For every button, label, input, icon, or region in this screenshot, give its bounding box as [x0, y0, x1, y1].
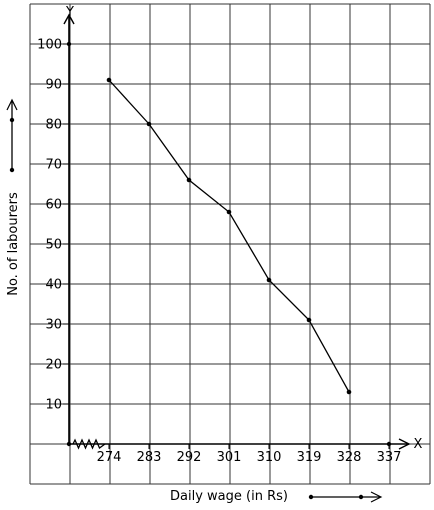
data-point — [306, 317, 312, 323]
y-direction-dot — [9, 167, 15, 173]
x-direction-dot — [308, 494, 314, 500]
axis-break-zigzag — [72, 438, 106, 450]
chart-axes: 10 20 30 40 50 60 70 80 90 100 274 283 292 301 310 319 3… — [37, 13, 411, 465]
y-tick-label: 80 — [45, 118, 62, 133]
data-point — [106, 77, 112, 83]
x-tick-label: 328 — [337, 450, 362, 465]
data-point — [346, 389, 352, 395]
x-direction-dot — [358, 494, 364, 500]
y-tick-label: 30 — [45, 318, 62, 333]
series-line — [108, 79, 350, 393]
data-point — [186, 177, 192, 183]
direction-arrows — [6, 98, 383, 503]
y-tick-label: 90 — [45, 78, 62, 93]
y-axis-arrowhead — [63, 13, 75, 25]
y-tick-label: 20 — [45, 358, 62, 373]
y-tick-label: 60 — [45, 198, 62, 213]
x-tick-label: 301 — [217, 450, 242, 465]
origin-point — [66, 441, 72, 447]
x-axis-arrowhead — [398, 438, 411, 450]
x-tick-label: 292 — [177, 450, 202, 465]
x-axis-title: Daily wage (in Rs) — [170, 489, 288, 504]
y-axis-top-point — [66, 41, 72, 47]
y-direction-dot — [9, 117, 15, 123]
x-axis-letter: X — [414, 437, 423, 452]
data-point — [146, 121, 152, 127]
y-tick-label: 40 — [45, 278, 62, 293]
y-direction-arrowhead — [6, 98, 18, 111]
data-series — [106, 77, 352, 395]
y-tick-label: 10 — [45, 398, 62, 413]
y-tick-label: 70 — [45, 158, 62, 173]
x-tick-label: 283 — [137, 450, 162, 465]
chart-grid — [29, 3, 431, 485]
y-tick-label: 50 — [45, 238, 62, 253]
x-tick-label: 319 — [297, 450, 322, 465]
chart-labels: Y X Daily wage (in Rs) No. of labourers — [6, 5, 423, 504]
data-point — [266, 277, 272, 283]
y-axis-title: No. of labourers — [6, 192, 21, 296]
data-point — [226, 209, 232, 215]
x-direction-arrowhead — [370, 491, 383, 503]
x-tick-label: 310 — [257, 450, 282, 465]
x-axis-end-point — [386, 441, 392, 447]
x-tick-label: 337 — [377, 450, 402, 465]
y-axis-letter: Y — [65, 5, 74, 20]
x-tick-label: 274 — [97, 450, 122, 465]
y-tick-label: 100 — [37, 38, 62, 53]
